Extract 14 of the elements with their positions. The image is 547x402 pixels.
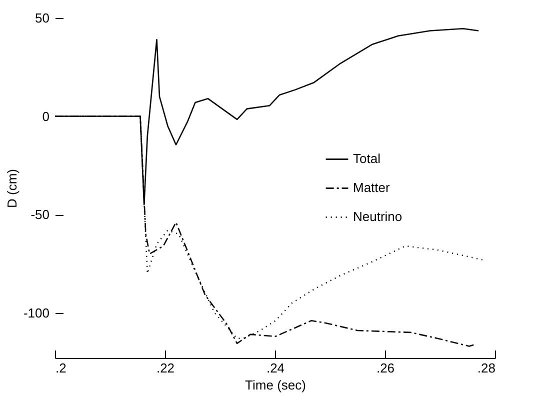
legend-label: Total [353,151,381,166]
y-tick-label: -50 [30,207,50,222]
y-axis-title: D (cm) [4,169,20,208]
x-tick-label: .2 [56,360,66,376]
x-tick-label: .26 [376,360,395,376]
x-tick-label: .22 [156,360,175,376]
legend-label: Neutrino [353,209,402,224]
x-tick-label: .24 [266,360,285,376]
y-tick-label: -100 [23,305,50,320]
legend-label: Matter [353,180,391,196]
y-tick-label: 0 [42,108,50,124]
x-axis-title: Time (sec) [245,378,306,392]
y-tick-label: 50 [35,10,50,26]
x-tick-label: .28 [477,360,496,376]
